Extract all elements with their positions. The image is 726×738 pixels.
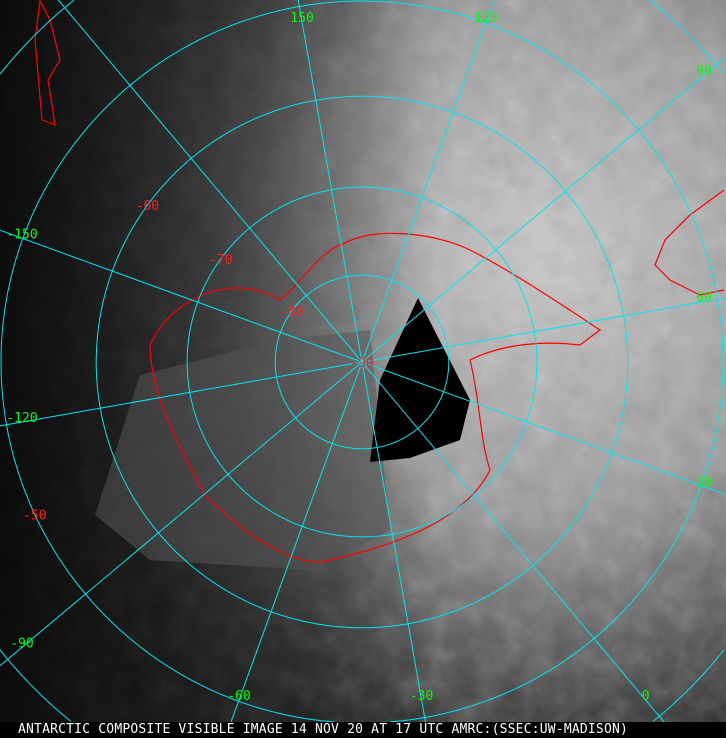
longitude-label: 120	[474, 11, 497, 26]
antarctica-coastline	[149, 232, 602, 563]
latitude-circle	[0, 0, 724, 722]
longitude-line	[0, 229, 363, 363]
graticule	[0, 0, 726, 722]
longitude-label: -120	[6, 411, 37, 426]
longitude-line	[361, 361, 665, 722]
latitude-circle	[95, 95, 629, 629]
graticule-labels: 150 120 90 60 30 0 -30 -60 -90 -120 -150 -80 -70 -60 -…	[6, 11, 711, 704]
new-zealand-coastline	[34, 0, 61, 126]
latitude-circle	[186, 186, 538, 538]
composite-swath	[95, 330, 390, 570]
longitude-line	[361, 297, 726, 363]
missing-data-wedge	[370, 298, 470, 462]
longitude-label: 60	[696, 291, 712, 306]
latitude-label: -60	[136, 199, 159, 214]
longitude-line	[361, 0, 495, 363]
longitude-line	[0, 361, 363, 427]
longitude-label: 0	[642, 689, 650, 704]
longitude-line	[0, 361, 363, 667]
latitude-label: -70	[209, 253, 232, 268]
longitude-label: 150	[290, 11, 313, 26]
longitude-label: -150	[6, 227, 37, 242]
longitude-label: 30	[696, 475, 712, 490]
longitude-label: -60	[227, 689, 250, 704]
latitude-circle	[0, 0, 725, 722]
map-canvas: 150 120 90 60 30 0 -30 -60 -90 -120 -150 -80 -70 -60 -…	[0, 0, 726, 722]
longitude-label: 90	[696, 64, 712, 79]
longitude-line	[361, 361, 426, 722]
longitude-label: -90	[10, 636, 33, 651]
longitude-line	[361, 361, 726, 495]
longitude-line	[297, 0, 363, 363]
longitude-line	[361, 56, 726, 363]
south-america-coastline	[654, 189, 725, 296]
longitude-line	[57, 0, 363, 363]
latitude-label: -80	[280, 305, 303, 320]
longitude-label: -30	[410, 689, 433, 704]
latitude-label: -50	[23, 509, 46, 524]
latitude-circle	[274, 274, 450, 450]
image-caption: ANTARCTIC COMPOSITE VISIBLE IMAGE 14 NOV…	[0, 722, 726, 738]
longitude-line	[230, 361, 363, 722]
pole-label: -90	[350, 356, 373, 371]
